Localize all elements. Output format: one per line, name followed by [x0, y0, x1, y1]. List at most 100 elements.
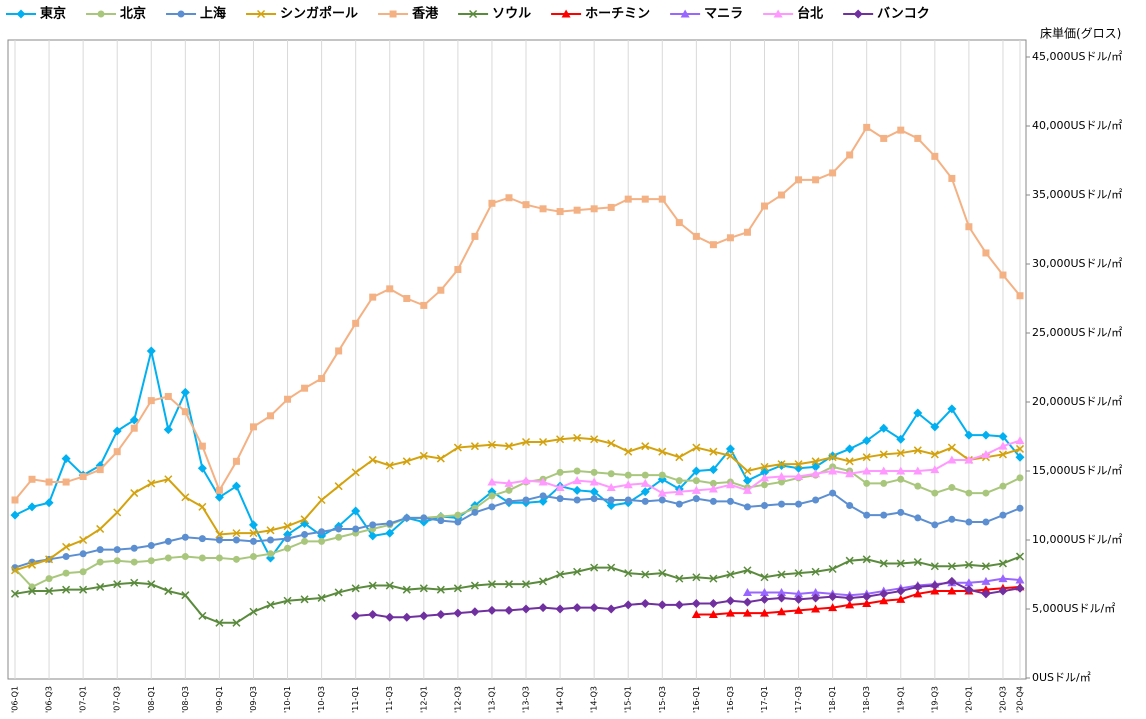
legend-marker	[853, 9, 863, 19]
data-point	[589, 487, 599, 497]
data-point	[249, 553, 257, 561]
data-point	[982, 489, 990, 497]
data-point	[691, 466, 701, 476]
x-tick-label: '09-Q3	[249, 686, 258, 713]
data-point	[862, 598, 872, 607]
data-point	[335, 525, 343, 533]
data-point	[794, 594, 804, 604]
data-point	[453, 443, 462, 452]
data-point	[862, 436, 872, 446]
data-point	[96, 466, 104, 474]
data-point	[811, 469, 821, 478]
data-point	[505, 486, 513, 494]
data-point	[351, 506, 361, 516]
x-tick-label: '10-Q3	[317, 686, 326, 713]
legend-marker	[389, 10, 397, 18]
series-line	[14, 555, 1021, 624]
data-point	[794, 472, 804, 481]
data-point	[335, 533, 343, 541]
data-point	[692, 573, 701, 582]
data-point	[675, 219, 683, 227]
data-point	[965, 489, 973, 497]
data-point	[725, 480, 735, 489]
data-point	[96, 558, 104, 566]
x-tick-label: '13-Q1	[487, 686, 496, 713]
data-point	[436, 454, 445, 463]
data-point	[828, 466, 838, 475]
data-point	[504, 605, 514, 615]
data-point	[130, 544, 138, 552]
data-point	[301, 537, 309, 545]
data-point	[45, 587, 54, 596]
data-point	[998, 574, 1008, 583]
data-point	[691, 610, 701, 619]
data-point	[454, 266, 462, 274]
data-point	[215, 618, 224, 627]
data-point	[981, 449, 991, 458]
data-point	[982, 249, 990, 257]
series	[10, 346, 1025, 563]
data-point	[505, 194, 513, 202]
data-point	[453, 584, 462, 593]
data-point	[691, 598, 701, 608]
data-point	[45, 478, 53, 486]
data-point	[999, 271, 1007, 279]
legend-label: ソウル	[492, 7, 531, 22]
data-point	[913, 446, 922, 455]
data-point	[743, 503, 751, 511]
data-point	[777, 593, 787, 603]
data-point	[692, 477, 700, 485]
data-point	[863, 479, 871, 487]
data-point	[488, 503, 496, 511]
data-point	[1016, 292, 1024, 300]
data-point	[691, 485, 701, 494]
data-point	[402, 612, 412, 622]
data-point	[215, 486, 223, 494]
data-point	[879, 559, 888, 568]
data-point	[760, 462, 769, 471]
x-tick-label: '06-Q1	[11, 686, 20, 713]
data-point	[624, 496, 632, 504]
data-point	[113, 546, 121, 554]
data-point	[981, 576, 991, 585]
data-point	[130, 489, 139, 498]
data-point	[777, 570, 786, 579]
data-point	[726, 497, 734, 505]
data-point	[436, 585, 445, 594]
data-point	[914, 482, 922, 490]
data-point	[556, 435, 565, 444]
data-point	[301, 384, 309, 392]
data-point	[129, 415, 139, 425]
data-point	[419, 451, 428, 460]
legend-marker	[469, 9, 478, 19]
data-point	[913, 582, 923, 592]
legend-label: 東京	[40, 6, 66, 22]
data-point	[266, 526, 275, 535]
data-point	[10, 589, 20, 598]
data-point	[913, 558, 922, 567]
data-point	[487, 440, 496, 449]
data-point	[914, 514, 922, 522]
data-point	[930, 465, 940, 474]
data-point	[777, 607, 787, 616]
data-point	[27, 502, 37, 512]
data-point	[692, 232, 700, 240]
data-point	[470, 581, 479, 590]
data-point	[556, 495, 564, 503]
data-point	[725, 596, 735, 606]
data-point	[351, 584, 360, 593]
data-point	[675, 500, 683, 508]
data-point	[743, 566, 752, 575]
legend-label: 北京	[120, 6, 146, 22]
data-point	[880, 479, 888, 487]
data-point	[181, 591, 190, 600]
data-point	[657, 488, 667, 497]
data-point	[505, 497, 513, 505]
x-tick-label: '20-Q3	[998, 686, 1007, 713]
series	[691, 582, 1025, 619]
data-point	[1015, 436, 1025, 445]
x-tick-label: '10-Q1	[283, 686, 292, 713]
legend-marker	[773, 9, 783, 18]
data-point	[130, 558, 138, 566]
